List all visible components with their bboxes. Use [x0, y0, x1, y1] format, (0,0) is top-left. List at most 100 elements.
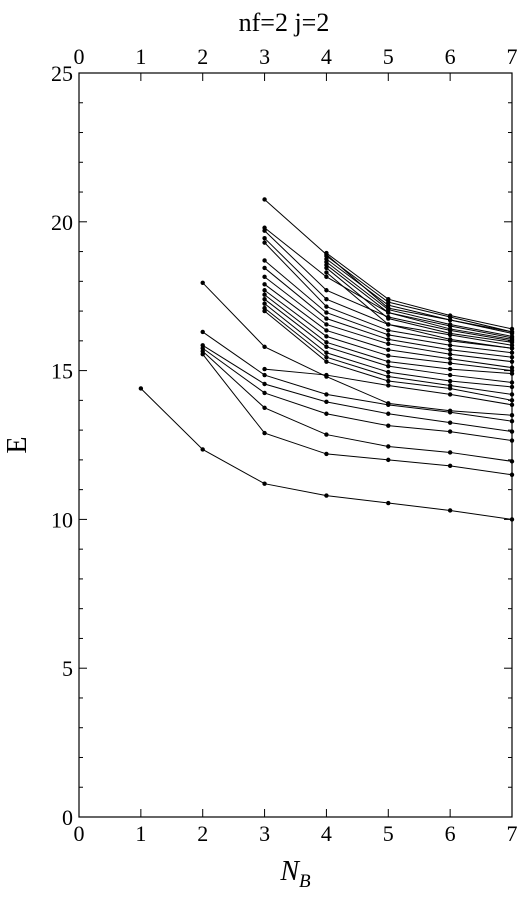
series-line-24: [326, 267, 513, 343]
data-point: [324, 344, 329, 349]
data-point: [324, 288, 329, 293]
top-tick-label: 2: [197, 44, 208, 69]
x-tick-label: 1: [135, 821, 146, 846]
data-point: [447, 429, 453, 434]
x-tick-label: 2: [197, 821, 208, 846]
data-point: [324, 451, 329, 457]
chart-title: nf=2 j=2: [239, 8, 330, 37]
data-point: [447, 326, 453, 332]
data-point: [447, 352, 453, 357]
data-point: [447, 420, 453, 425]
data-point: [262, 381, 267, 387]
data-point: [509, 438, 515, 443]
series-lines: [140, 199, 513, 520]
top-tick-label: 7: [507, 44, 517, 69]
data-point: [324, 296, 329, 302]
data-point: [386, 316, 391, 321]
data-point: [138, 386, 144, 391]
data-point: [447, 383, 453, 388]
data-point: [509, 350, 515, 355]
data-point: [386, 353, 391, 358]
data-point: [262, 288, 267, 293]
data-point: [447, 463, 453, 469]
data-point: [262, 481, 267, 486]
data-point: [509, 429, 515, 434]
data-point: [324, 392, 329, 397]
y-tick-label: 25: [51, 61, 73, 86]
data-point: [509, 392, 515, 397]
data-point: [447, 392, 453, 397]
data-point: [324, 328, 329, 333]
x-tick-label: 5: [383, 821, 394, 846]
data-point: [262, 225, 267, 230]
x-tick-label: 0: [74, 821, 85, 846]
axis-tick-labels: 0 1 2 3 4 5 6 7 0 1 2 3 4 5 6 7 0 5 10 15 20 25: [51, 44, 517, 846]
data-point: [200, 447, 205, 452]
y-tick-label: 5: [62, 656, 73, 681]
data-point: [324, 355, 329, 360]
data-point: [509, 346, 515, 351]
data-point: [386, 378, 391, 384]
data-point: [324, 270, 329, 275]
y-tick-label: 20: [51, 210, 73, 235]
data-point: [386, 411, 391, 416]
x-axis-title-subscript: B: [299, 871, 311, 892]
series-line-6: [202, 282, 513, 416]
data-point: [262, 390, 267, 396]
data-point: [447, 347, 453, 352]
data-point: [386, 383, 391, 388]
data-point: [262, 305, 267, 311]
data-point: [509, 402, 515, 408]
data-point: [262, 282, 267, 287]
top-tick-label: 6: [445, 44, 456, 69]
data-point: [509, 355, 515, 360]
data-point: [324, 411, 329, 416]
data-point: [262, 197, 267, 202]
top-tick-label: 4: [321, 44, 332, 69]
data-point: [386, 332, 391, 338]
series-points: [138, 197, 515, 522]
data-point: [447, 378, 453, 384]
data-point: [324, 359, 329, 364]
data-point: [386, 423, 391, 428]
data-point: [262, 405, 267, 410]
data-point: [386, 401, 391, 406]
data-point: [386, 328, 391, 333]
data-point: [200, 280, 205, 286]
data-point: [509, 365, 515, 370]
y-axis-title: E: [2, 436, 33, 453]
data-point: [200, 343, 205, 348]
data-point: [509, 413, 515, 418]
data-point: [386, 347, 391, 352]
data-point: [324, 316, 329, 321]
data-point: [324, 304, 329, 309]
data-point: [447, 331, 453, 336]
x-tick-label: 3: [259, 821, 270, 846]
series-line-29: [326, 252, 513, 330]
data-point: [324, 334, 329, 339]
data-point: [324, 372, 329, 378]
data-point: [509, 517, 515, 522]
plot-frame: [78, 72, 513, 818]
data-point: [386, 307, 391, 312]
data-point: [386, 341, 391, 347]
data-point: [386, 337, 391, 342]
data-point: [386, 359, 391, 364]
top-tick-label: 5: [383, 44, 394, 69]
top-tick-label: 3: [259, 44, 270, 69]
x-axis-title: NB: [279, 856, 311, 892]
data-point: [262, 265, 267, 271]
data-point: [386, 369, 391, 375]
top-tick-label: 0: [74, 44, 85, 69]
series-line-26: [326, 261, 513, 337]
series-line-27: [326, 258, 513, 334]
data-point: [447, 360, 453, 366]
top-tick-label: 1: [135, 44, 146, 69]
data-point: [262, 344, 267, 349]
data-point: [324, 340, 329, 345]
data-point: [447, 322, 453, 327]
data-point: [324, 350, 329, 355]
data-point: [447, 366, 453, 372]
data-point: [509, 326, 515, 332]
